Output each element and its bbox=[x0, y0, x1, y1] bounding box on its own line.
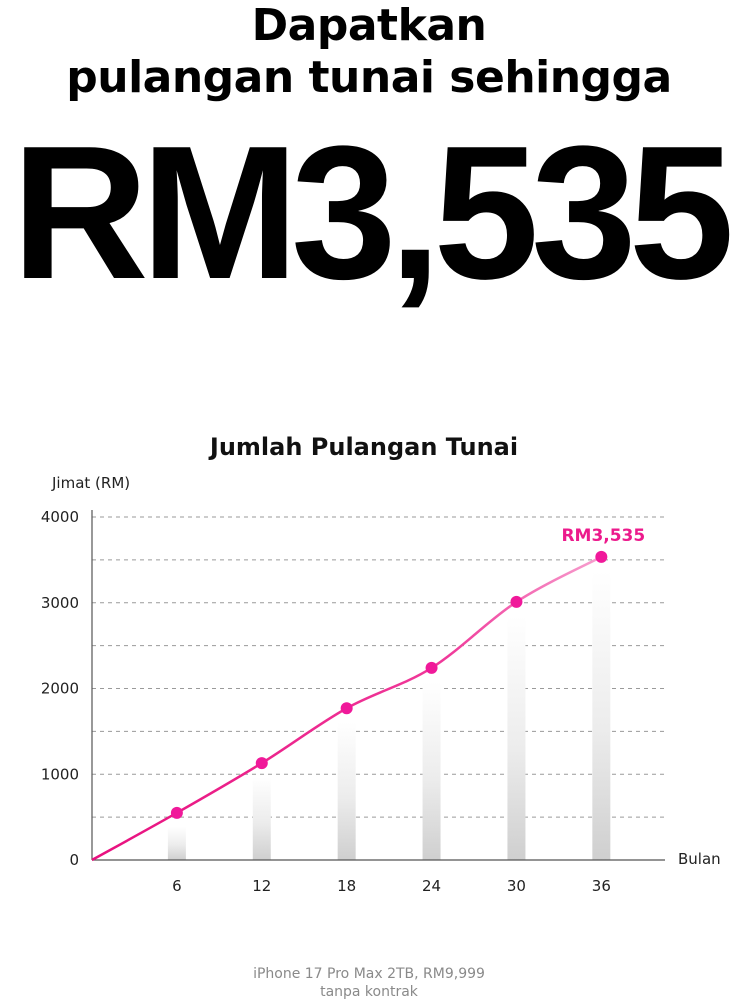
headline-line-1: Dapatkan bbox=[251, 0, 487, 51]
y-axis-label: Jimat (RM) bbox=[52, 474, 131, 492]
data-point bbox=[255, 757, 268, 770]
x-tick-label: 18 bbox=[337, 877, 356, 895]
bar bbox=[252, 777, 271, 860]
end-value-label: RM3,535 bbox=[561, 526, 645, 546]
x-tick-label: 12 bbox=[252, 877, 271, 895]
data-point bbox=[510, 595, 523, 608]
x-axis-label: Bulan bbox=[678, 850, 721, 868]
x-tick-label: 6 bbox=[172, 877, 182, 895]
footnote-line-2: tanpa kontrak bbox=[320, 984, 418, 1000]
x-tick-label: 36 bbox=[592, 877, 611, 895]
y-tick-label: 1000 bbox=[41, 765, 79, 783]
bar bbox=[167, 826, 186, 860]
x-tick-label: 30 bbox=[507, 877, 526, 895]
data-point bbox=[425, 661, 438, 674]
headline-line-2: pulangan tunai sehingga bbox=[66, 52, 672, 103]
footnote-line-1: iPhone 17 Pro Max 2TB, RM9,999 bbox=[253, 966, 485, 982]
data-point bbox=[340, 702, 353, 715]
bar bbox=[337, 722, 356, 860]
data-point bbox=[170, 806, 183, 819]
y-tick-label: 0 bbox=[69, 851, 79, 869]
y-tick-label: 2000 bbox=[41, 680, 79, 698]
bar bbox=[507, 615, 526, 860]
y-tick-label: 4000 bbox=[41, 508, 79, 526]
footnote: iPhone 17 Pro Max 2TB, RM9,999 tanpa kon… bbox=[0, 965, 738, 1001]
y-tick-label: 3000 bbox=[41, 594, 79, 612]
data-point bbox=[595, 550, 608, 563]
bar bbox=[422, 681, 441, 860]
cashback-amount: RM3,535 bbox=[11, 107, 735, 319]
chart-title: Jumlah Pulangan Tunai bbox=[209, 433, 519, 461]
cashback-line-chart: 0 1000 2000 3000 4000 6 12 18 24 30 36 Bulan RM3,53… bbox=[41, 508, 721, 895]
bar bbox=[592, 570, 611, 860]
x-tick-label: 24 bbox=[422, 877, 441, 895]
